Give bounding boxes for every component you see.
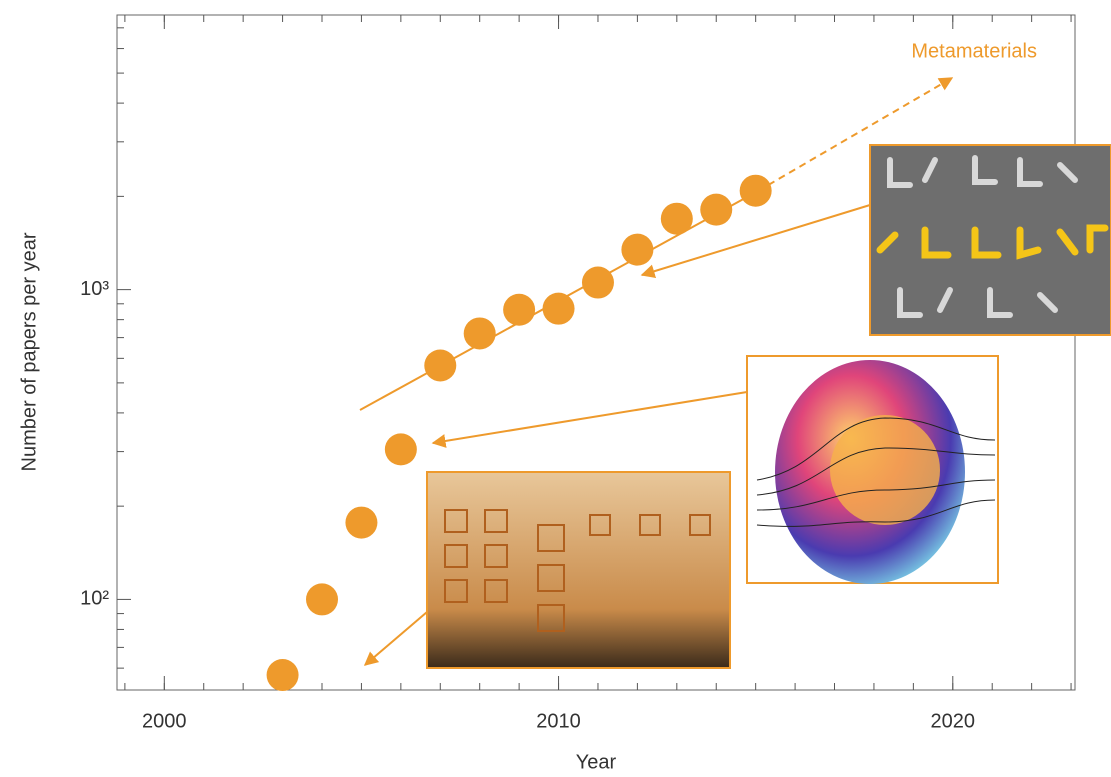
inset-arrow bbox=[640, 204, 871, 278]
data-point bbox=[660, 202, 693, 235]
data-point bbox=[700, 193, 733, 226]
data-point bbox=[739, 174, 772, 207]
inset-split-rings bbox=[426, 471, 731, 669]
x-tick-label: 2010 bbox=[536, 710, 581, 732]
data-point bbox=[542, 292, 575, 325]
data-point bbox=[581, 266, 614, 299]
x-tick-label: 2020 bbox=[931, 710, 976, 732]
inset-arrow bbox=[363, 611, 428, 666]
data-point bbox=[463, 317, 496, 350]
inset-cloak bbox=[746, 355, 999, 584]
x-tick-label: 2000 bbox=[142, 710, 187, 732]
y-tick-label: 10² bbox=[80, 588, 109, 610]
y-tick-label: 10³ bbox=[80, 278, 109, 300]
data-point bbox=[503, 293, 536, 326]
data-point bbox=[306, 583, 339, 616]
y-axis-label: Number of papers per year bbox=[18, 232, 40, 471]
plot-frame bbox=[116, 14, 1076, 691]
data-point bbox=[621, 233, 654, 266]
data-point bbox=[384, 433, 417, 466]
annotation: Metamaterials bbox=[911, 40, 1037, 62]
trend-extension bbox=[757, 77, 954, 192]
ticks bbox=[117, 15, 1072, 690]
inset-arrow bbox=[431, 391, 748, 448]
data-point bbox=[424, 349, 457, 382]
inset-antennas bbox=[869, 144, 1111, 336]
x-axis-label: Year bbox=[576, 751, 617, 773]
data-point bbox=[266, 659, 299, 692]
data-point bbox=[345, 506, 378, 539]
